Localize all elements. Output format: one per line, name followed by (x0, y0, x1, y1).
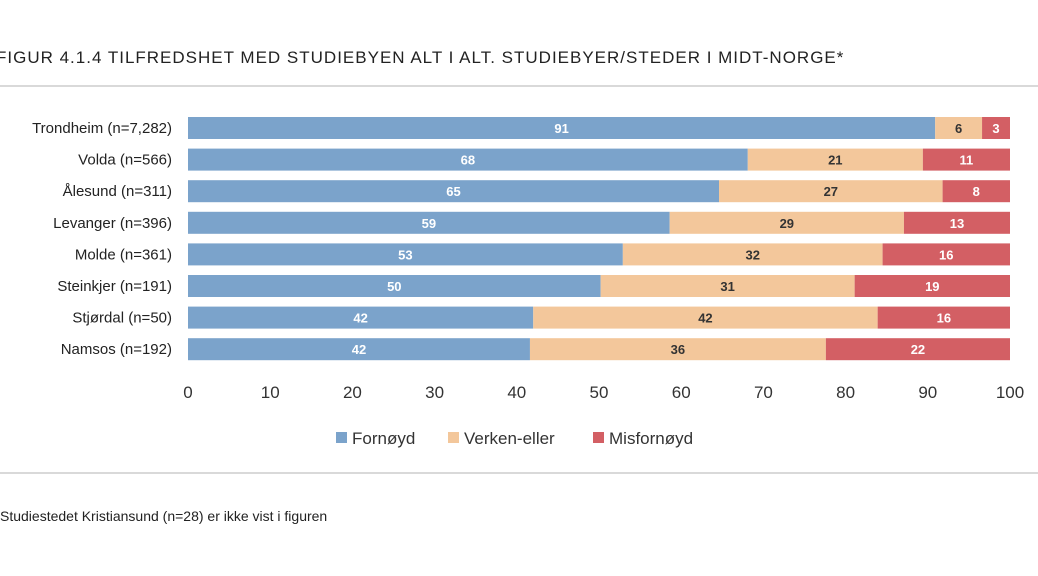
x-tick-label: 80 (836, 383, 855, 402)
footnote: Studiestedet Kristiansund (n=28) er ikke… (0, 508, 328, 524)
bar-fornøyd (188, 148, 748, 171)
x-tick-label: 10 (261, 383, 280, 402)
bar-misfornøyd (903, 211, 1010, 234)
data-label: 13 (950, 216, 964, 231)
x-tick-label: 20 (343, 383, 362, 402)
data-label: 50 (387, 279, 401, 294)
category-label: Molde (n=361) (75, 246, 172, 263)
data-label: 6 (955, 121, 962, 136)
bar-verken-eller (600, 275, 855, 297)
bar-misfornøyd (825, 338, 1010, 361)
bar-misfornøyd (882, 243, 1010, 266)
data-label: 16 (939, 247, 953, 262)
data-label: 19 (925, 279, 939, 294)
bar-verken-eller (533, 306, 878, 329)
category-label: Ålesund (n=311) (63, 183, 172, 200)
bar-fornøyd (188, 117, 936, 139)
bar-misfornøyd (982, 117, 1010, 139)
data-label: 91 (554, 121, 568, 136)
category-label: Stjørdal (n=50) (72, 310, 172, 327)
data-label: 11 (960, 153, 974, 168)
data-label: 59 (422, 216, 436, 231)
data-label: 22 (911, 342, 925, 357)
data-label: 8 (973, 184, 980, 199)
data-label: 16 (937, 311, 951, 326)
data-label: 53 (398, 247, 412, 262)
legend-swatch-misfornøyd (593, 432, 604, 443)
data-label: 42 (698, 311, 712, 326)
bar-misfornøyd (942, 180, 1010, 203)
bar-misfornøyd (922, 148, 1010, 171)
data-label: 65 (446, 184, 460, 199)
bar-fornøyd (188, 180, 720, 203)
bar-fornøyd (188, 306, 534, 329)
x-tick-label: 50 (590, 383, 609, 402)
data-label: 29 (780, 216, 794, 231)
bar-fornøyd (188, 275, 601, 297)
data-label: 68 (461, 153, 475, 168)
bar-verken-eller (529, 338, 826, 361)
data-label: 42 (353, 311, 367, 326)
category-label: Volda (n=566) (78, 152, 172, 169)
data-label: 42 (352, 342, 366, 357)
x-tick-label: 70 (754, 383, 773, 402)
legend-swatch-fornøyd (336, 432, 347, 443)
legend-label: Misfornøyd (609, 429, 693, 448)
data-label: 31 (720, 279, 734, 294)
divider-bottom (0, 472, 1038, 474)
x-tick-label: 90 (918, 383, 937, 402)
bar-fornøyd (188, 243, 623, 266)
bar-verken-eller (719, 180, 943, 203)
bar-verken-eller (935, 117, 983, 139)
legend-label: Verken-eller (464, 429, 555, 448)
bar-verken-eller (669, 211, 904, 234)
chart-title: FIGUR 4.1.4 TILFREDSHET MED STUDIEBYEN A… (0, 48, 845, 67)
x-tick-label: 30 (425, 383, 444, 402)
x-tick-label: 0 (183, 383, 192, 402)
bar-misfornøyd (877, 306, 1010, 329)
bar-misfornøyd (854, 275, 1010, 297)
x-tick-label: 60 (672, 383, 691, 402)
legend-label: Fornøyd (352, 429, 415, 448)
legend-swatch-verken-eller (448, 432, 459, 443)
data-label: 27 (824, 184, 838, 199)
divider-top (0, 85, 1038, 87)
data-label: 21 (828, 153, 842, 168)
category-label: Steinkjer (n=191) (57, 278, 172, 295)
data-label: 3 (992, 121, 999, 136)
x-tick-label: 40 (507, 383, 526, 402)
category-label: Trondheim (n=7,282) (32, 120, 172, 137)
bar-fornøyd (188, 211, 670, 234)
category-label: Namsos (n=192) (61, 341, 172, 358)
bar-fornøyd (188, 338, 530, 361)
category-label: Levanger (n=396) (53, 215, 172, 232)
data-label: 32 (745, 247, 759, 262)
bar-verken-eller (747, 148, 923, 171)
bar-verken-eller (622, 243, 883, 266)
data-label: 36 (671, 342, 685, 357)
x-tick-label: 100 (996, 383, 1024, 402)
